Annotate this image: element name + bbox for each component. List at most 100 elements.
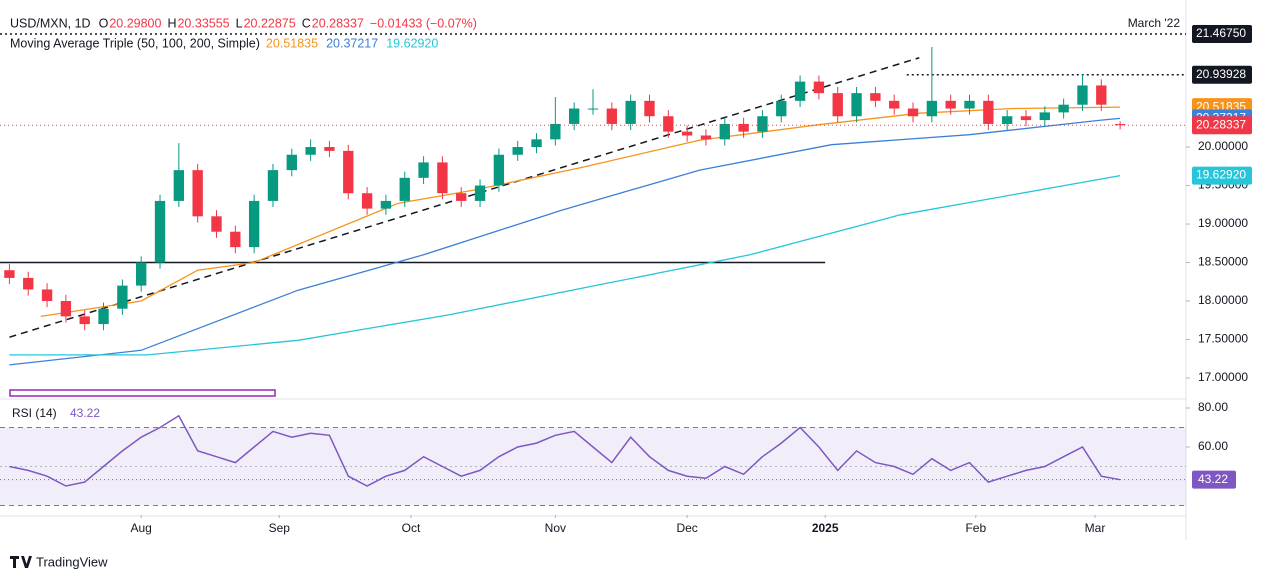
candle-body (983, 100, 994, 124)
candle-body (926, 100, 938, 117)
rsi-line (9, 414, 1121, 487)
candle-body (1114, 124, 1126, 126)
x-tick-label: Aug (131, 521, 152, 535)
candle-body (1077, 85, 1088, 105)
rsi-last-label: 43.22 (1198, 472, 1228, 486)
candle-body (813, 81, 825, 94)
y-tick-label: 19.00000 (1198, 216, 1248, 230)
candle-body (230, 231, 241, 248)
candle-body (23, 277, 34, 290)
ohlc-key: O (99, 16, 109, 30)
ohlc-value: 20.33555 (177, 16, 229, 30)
candle-body (136, 262, 147, 286)
brand: TradingView (10, 554, 108, 569)
candle-body (192, 170, 203, 217)
candle-body (606, 108, 618, 124)
level-label: 20.93928 (1196, 67, 1246, 81)
candle-body (1058, 104, 1069, 113)
ohlc-value: 20.28337 (312, 16, 364, 30)
candle-body (681, 131, 693, 136)
candle-body (568, 108, 580, 124)
x-tick-label: Nov (545, 521, 566, 535)
level-label-bg (1192, 25, 1252, 44)
candle-body (1096, 85, 1107, 105)
corner-note: March '22 (1128, 16, 1181, 30)
moving-average (9, 174, 1121, 356)
candle-body (794, 81, 806, 101)
candle-body (343, 150, 354, 194)
rsi-last-bg (1192, 470, 1236, 489)
candle-body (474, 185, 486, 201)
brand-logo (10, 556, 32, 568)
candle-body (437, 162, 448, 194)
rsi-band (0, 427, 1186, 506)
candle-body (248, 200, 260, 248)
rsi-tick-label: 60.00 (1198, 439, 1228, 453)
y-tick-label: 18.00000 (1198, 293, 1248, 307)
x-tick-label: Oct (402, 521, 421, 535)
candle-body (380, 200, 392, 209)
ohlc-value: 20.22875 (244, 16, 296, 30)
candle-body (851, 93, 862, 117)
price-label: 19.62920 (1196, 168, 1246, 182)
ohlc-key: C (302, 16, 311, 30)
rsi-tick-label: 80.00 (1198, 400, 1228, 414)
candle-body (305, 147, 316, 155)
candle-body (531, 139, 542, 148)
candle-body (550, 123, 561, 140)
candle-body (644, 100, 655, 117)
candle-body (211, 216, 222, 232)
candle-body (870, 93, 881, 101)
candle-body (512, 147, 523, 155)
candle-body (4, 270, 15, 278)
x-tick-label: 2025 (812, 521, 839, 535)
price-label-bg (1192, 166, 1252, 185)
candle-body (286, 154, 297, 171)
x-tick-label: Feb (965, 521, 986, 535)
y-tick-label: 17.00000 (1198, 370, 1248, 384)
candle-body (324, 147, 335, 151)
candle-body (60, 301, 72, 317)
price-label: 20.28337 (1196, 117, 1246, 131)
level-label-bg (1192, 65, 1252, 84)
brand-name: TradingView (36, 554, 108, 569)
ohlc-key: L (236, 16, 243, 30)
header: USD/MXN, 1D Moving Average Triple (50, 1… (10, 16, 1180, 50)
candle-body (587, 108, 599, 110)
candle-body (964, 100, 975, 109)
candle-body (738, 123, 749, 132)
plot-area (0, 33, 1186, 506)
rsi-legend-value: 43.22 (70, 406, 100, 420)
ma-legend-value: 20.37217 (326, 36, 378, 50)
rsi-title: RSI (14) (12, 406, 57, 420)
candle-body (79, 316, 90, 325)
ma-legend-value: 19.62920 (386, 36, 438, 50)
ohlc-value: 20.29800 (109, 16, 161, 30)
candle-body (267, 170, 279, 201)
candle-body (399, 177, 410, 201)
candle-body (117, 285, 128, 309)
change: −0.01433 (−0.07%) (370, 16, 477, 30)
y-tick-label: 18.50000 (1198, 255, 1248, 269)
candle-body (625, 100, 636, 124)
price-label-bg (1192, 116, 1252, 135)
x-tick-label: Sep (269, 521, 291, 535)
candle-body (173, 170, 185, 201)
study-title: Moving Average Triple (50, 100, 200, Sim… (10, 36, 260, 50)
x-tick-label: Mar (1085, 521, 1106, 535)
ohlc-key: H (167, 16, 176, 30)
candle-body (456, 193, 467, 201)
y-tick-label: 20.00000 (1198, 139, 1248, 153)
candle-body (945, 100, 956, 109)
candle-body (1001, 116, 1013, 124)
candle-body (776, 100, 787, 117)
moving-average (9, 117, 1121, 366)
candle-body (98, 308, 109, 325)
symbol: USD/MXN, 1D (10, 16, 91, 30)
candle-body (41, 289, 53, 301)
range-marker (9, 389, 276, 397)
candle-body (418, 162, 429, 178)
candle-body (1020, 116, 1032, 121)
